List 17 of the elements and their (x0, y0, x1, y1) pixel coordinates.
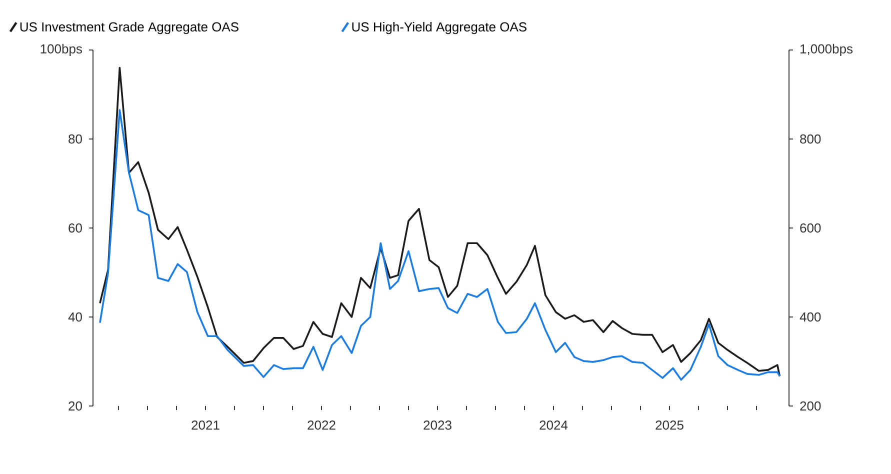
legend-label: US High-Yield Aggregate OAS (352, 22, 526, 34)
y-tick-label: 100bps (40, 44, 82, 56)
x-tick-label: 2023 (424, 420, 452, 430)
y2-tick-label: 600 (800, 223, 821, 233)
y-tick-label: 60 (68, 223, 82, 233)
y-tick-label: 40 (68, 312, 82, 322)
x-tick-label: 2025 (656, 420, 684, 430)
legend-label: US Investment Grade Aggregate OAS (20, 22, 238, 34)
y2-tick-label: 400 (800, 312, 821, 322)
x-tick-label: 2024 (540, 420, 568, 430)
x-tick-label: 2022 (308, 420, 336, 430)
y-tick-label: 80 (68, 134, 82, 144)
y2-tick-label: 1,000bps (800, 44, 853, 56)
y2-tick-label: 800 (800, 134, 821, 144)
y-tick-label: 20 (68, 401, 82, 411)
x-tick-label: 2021 (192, 420, 220, 430)
y2-tick-label: 200 (800, 401, 821, 411)
